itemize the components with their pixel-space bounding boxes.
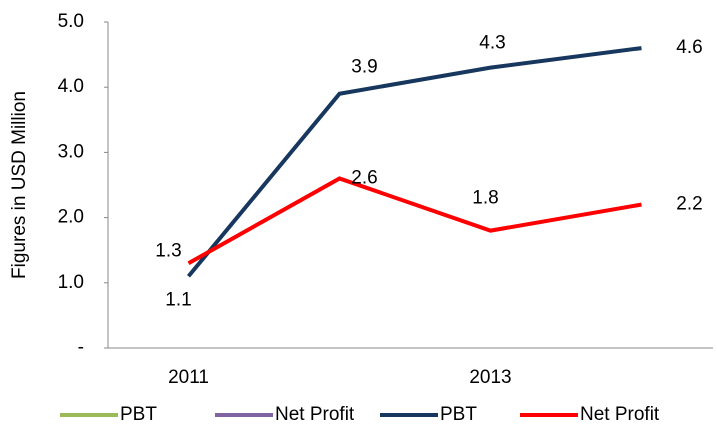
y-tick-label: 1.0	[58, 272, 84, 293]
data-label: 2.2	[676, 194, 702, 215]
y-tick-label: -	[78, 337, 84, 358]
data-label: 4.3	[479, 33, 505, 54]
data-label: 1.8	[472, 188, 498, 209]
y-tick-label: 4.0	[58, 76, 84, 97]
data-label: 1.3	[155, 240, 181, 261]
y-tick-label: 3.0	[58, 141, 84, 162]
data-label: 1.1	[165, 289, 191, 310]
legend-label: Net Profit	[580, 404, 660, 425]
x-tick-label: 2013	[469, 367, 511, 388]
data-label: 4.6	[676, 37, 702, 58]
x-tick-label: 2011	[168, 367, 209, 388]
data-label: 3.9	[351, 57, 377, 78]
y-tick-label: 5.0	[58, 11, 84, 32]
y-axis-label: Figures in USD Million	[9, 91, 30, 279]
legend-label: Net Profit	[275, 404, 355, 425]
series-line	[187, 176, 642, 265]
y-tick-label: 2.0	[58, 207, 84, 228]
legend-label: PBT	[120, 404, 157, 425]
series-line	[186, 46, 642, 278]
data-label: 2.6	[351, 167, 377, 188]
legend-label: PBT	[440, 404, 477, 425]
